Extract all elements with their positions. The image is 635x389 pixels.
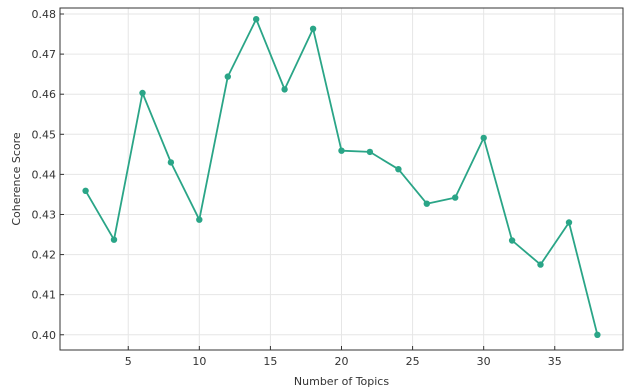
data-point [537, 261, 544, 268]
x-tick-label: 25 [406, 355, 420, 368]
y-axis-label: Coherence Score [10, 132, 23, 226]
y-tick-label: 0.41 [32, 289, 57, 302]
data-point [196, 216, 203, 223]
x-axis-ticks: 5 10 15 20 25 30 35 [125, 346, 562, 368]
x-tick-label: 20 [335, 355, 349, 368]
data-point [110, 236, 118, 243]
data-point [452, 194, 459, 201]
grid [60, 8, 623, 350]
data-point [508, 237, 516, 244]
data-point [480, 134, 487, 142]
y-tick-label: 0.44 [32, 168, 57, 181]
data-point [594, 331, 601, 338]
data-point [281, 86, 288, 93]
y-tick-label: 0.48 [32, 8, 57, 21]
data-point [565, 219, 573, 226]
x-tick-label: 10 [192, 355, 206, 368]
y-tick-label: 0.47 [32, 48, 57, 61]
y-tick-label: 0.42 [32, 249, 57, 262]
x-tick-label: 35 [548, 355, 562, 368]
y-tick-label: 0.46 [32, 88, 57, 101]
data-point [338, 147, 345, 154]
data-point [366, 148, 374, 156]
x-tick-label: 30 [477, 355, 491, 368]
y-tick-label: 0.40 [32, 329, 57, 342]
x-axis-label: Number of Topics [294, 375, 389, 388]
data-point [253, 16, 260, 23]
y-axis-ticks: 0.40 0.41 0.42 0.43 0.44 0.45 0.46 0.47 0.48 [32, 8, 64, 342]
data-point [82, 187, 89, 194]
data-point [423, 200, 430, 207]
y-tick-label: 0.43 [32, 208, 57, 221]
data-point [167, 159, 175, 166]
data-point [139, 89, 146, 97]
x-tick-label: 15 [263, 355, 277, 368]
data-point [224, 73, 231, 80]
y-tick-label: 0.45 [32, 128, 57, 141]
data-points [82, 16, 601, 338]
x-tick-label: 5 [125, 355, 132, 368]
data-point [309, 25, 317, 32]
data-point [395, 166, 402, 173]
